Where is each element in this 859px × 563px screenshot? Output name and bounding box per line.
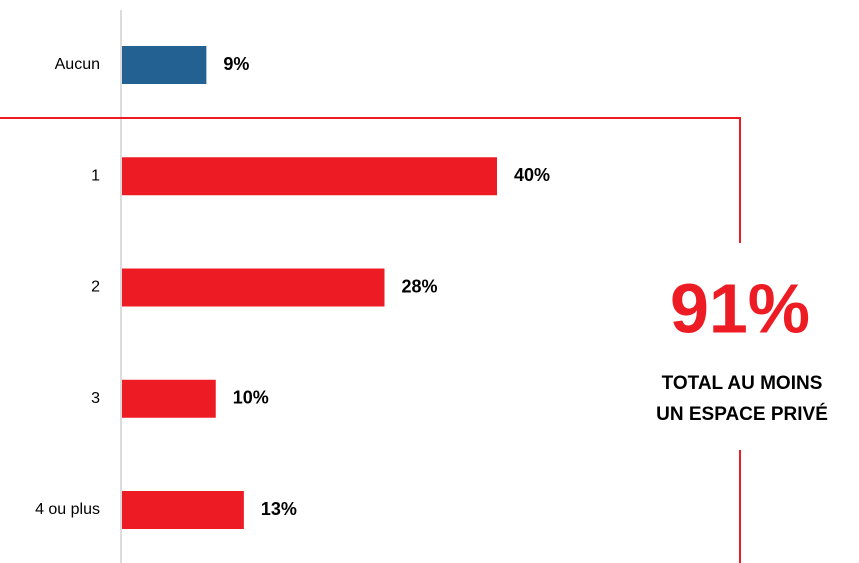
bar xyxy=(122,46,207,84)
bar xyxy=(122,491,244,529)
value-label: 9% xyxy=(223,54,249,74)
category-label: 2 xyxy=(91,279,100,296)
category-label: 3 xyxy=(91,390,100,407)
value-label: 13% xyxy=(261,499,297,519)
value-label: 10% xyxy=(233,388,269,408)
category-label: 4 ou plus xyxy=(35,501,100,518)
annotation-text: TOTAL AU MOINS xyxy=(662,373,823,394)
annotation-text: UN ESPACE PRIVÉ xyxy=(656,403,828,425)
bar xyxy=(122,268,385,307)
category-label: Aucun xyxy=(55,56,100,73)
bar xyxy=(122,379,216,418)
bracket xyxy=(0,117,741,243)
value-label: 40% xyxy=(514,165,550,185)
category-label: 1 xyxy=(91,167,100,184)
bar xyxy=(122,157,497,196)
value-label: 28% xyxy=(402,276,438,296)
annotation-value: 91% xyxy=(670,269,810,347)
